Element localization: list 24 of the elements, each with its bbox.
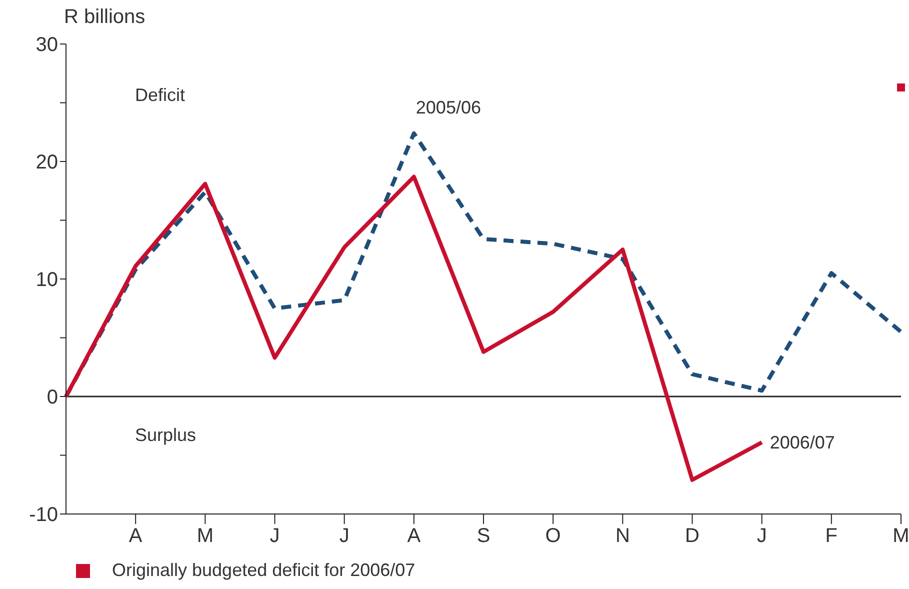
series-label: 2006/07 — [770, 432, 835, 452]
x-tick-label: F — [825, 525, 838, 548]
x-tick-label: A — [407, 525, 422, 548]
annotation: Deficit — [135, 84, 186, 106]
x-tick-label: J — [270, 525, 280, 548]
line-series — [64, 174, 764, 482]
x-tick-label: M — [892, 525, 909, 548]
y-tick-label: -10 — [29, 504, 58, 526]
series-label: 2005/06 — [416, 97, 481, 118]
x-tick-label: J — [339, 525, 350, 548]
x-tick-label: D — [685, 525, 700, 548]
x-tick-label: N — [615, 525, 630, 548]
annotation: Surplus — [135, 424, 196, 446]
y-tick-label: 30 — [36, 34, 58, 56]
x-tick-label: J — [756, 525, 767, 548]
y-tick-label: 10 — [36, 269, 58, 292]
x-tick-label: M — [196, 525, 214, 548]
y-axis-title: R billions — [64, 6, 146, 29]
x-tick-label: S — [476, 525, 490, 548]
x-tick-label: O — [545, 525, 561, 548]
legend-label: Originally budgeted deficit for 2006/07 — [112, 560, 416, 581]
y-tick-label: 20 — [36, 152, 58, 174]
x-tick-label: A — [128, 525, 143, 548]
y-tick-label: 0 — [46, 386, 58, 409]
